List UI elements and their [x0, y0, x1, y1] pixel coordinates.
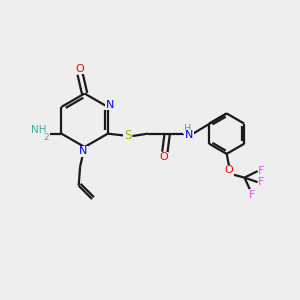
Text: 2: 2 — [44, 133, 50, 142]
Text: F: F — [249, 190, 256, 200]
Text: S: S — [124, 129, 131, 142]
Text: NH: NH — [31, 125, 46, 135]
Text: F: F — [258, 177, 265, 187]
Text: H: H — [184, 124, 191, 134]
Text: O: O — [225, 165, 233, 175]
Text: N: N — [185, 130, 193, 140]
Text: F: F — [258, 166, 265, 176]
Text: O: O — [159, 152, 168, 162]
Text: N: N — [79, 146, 87, 157]
Text: N: N — [106, 100, 114, 110]
Text: O: O — [76, 64, 85, 74]
